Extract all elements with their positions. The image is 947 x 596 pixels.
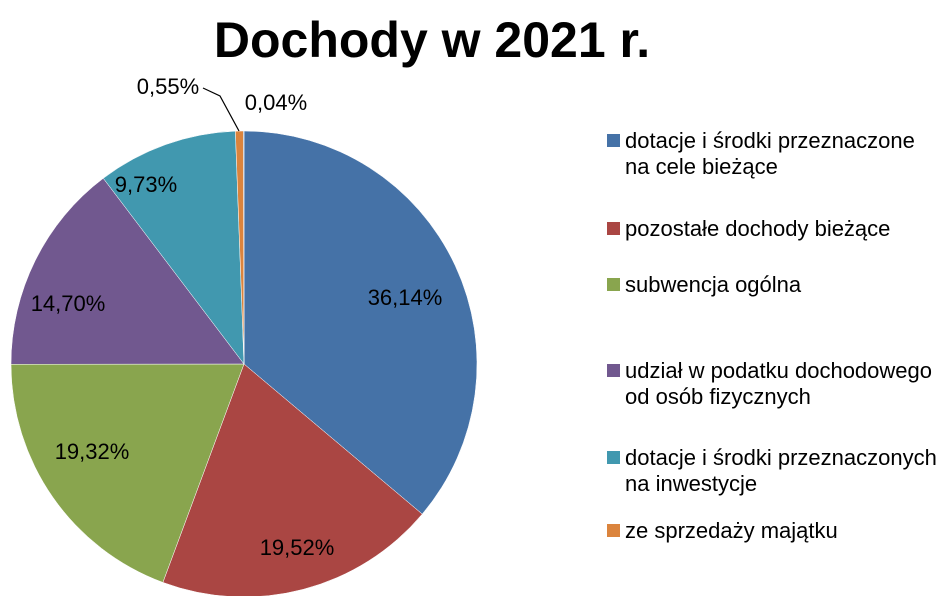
legend-item: dotacje i środki przeznaczone na cele bi…	[607, 128, 942, 180]
chart-title: Dochody w 2021 r.	[214, 12, 650, 68]
legend-swatch	[607, 451, 620, 464]
legend-label: dotacje i środki przeznaczonych na inwes…	[625, 445, 937, 496]
data-label: 19,52%	[260, 535, 335, 560]
data-label: 9,73%	[115, 172, 177, 197]
data-label: 0,55%	[137, 74, 199, 99]
pie-slice	[162, 363, 423, 596]
legend-item: dotacje i środki przeznaczonych na inwes…	[607, 445, 942, 497]
data-label: 0,04%	[245, 90, 307, 115]
pie-slice	[102, 130, 245, 365]
legend-label: udział w podatku dochodowego od osób fiz…	[625, 358, 933, 409]
legend-item: pozostałe dochody bieżące	[607, 216, 942, 242]
legend-label: dotacje i środki przeznaczone na cele bi…	[625, 128, 915, 179]
legend-swatch	[607, 278, 620, 291]
legend-swatch	[607, 364, 620, 377]
legend-label: ze sprzedaży majątku	[625, 518, 838, 543]
data-label: 19,32%	[55, 439, 130, 464]
legend-swatch	[607, 134, 620, 147]
data-label: 14,70%	[31, 291, 106, 316]
legend-label: pozostałe dochody bieżące	[625, 216, 891, 241]
legend-item: subwencja ogólna	[607, 272, 942, 298]
legend-swatch	[607, 222, 620, 235]
pie-slice	[243, 130, 478, 515]
legend-label: subwencja ogólna	[625, 272, 802, 297]
legend-swatch	[607, 524, 620, 537]
pie-slice	[10, 363, 245, 583]
pie-slice	[243, 130, 245, 365]
legend-item: udział w podatku dochodowego od osób fiz…	[607, 358, 942, 410]
leader-line	[202, 87, 240, 132]
legend-item: ze sprzedaży majątku	[607, 518, 942, 544]
pie-slice	[10, 177, 245, 365]
data-label: 36,14%	[368, 285, 443, 310]
